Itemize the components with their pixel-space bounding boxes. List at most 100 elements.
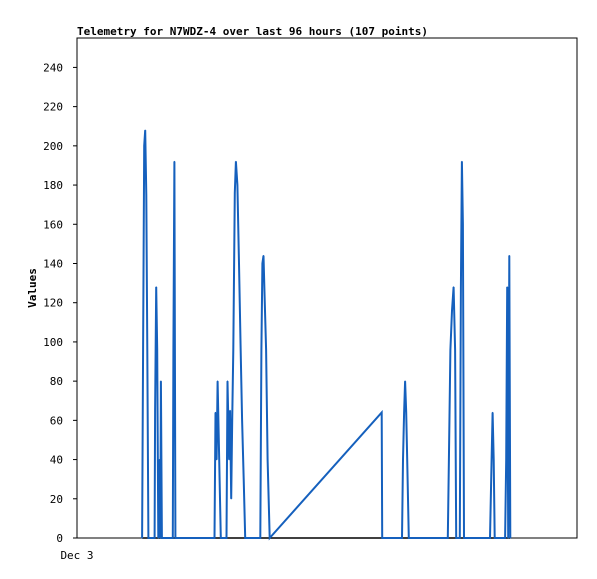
data-point xyxy=(235,160,237,163)
data-point xyxy=(173,160,175,163)
data-point xyxy=(158,459,160,461)
data-point xyxy=(263,292,266,294)
data-point xyxy=(403,411,405,414)
data-point xyxy=(161,537,163,539)
data-point xyxy=(506,286,508,288)
y-tick-label: 60 xyxy=(50,414,63,427)
data-point xyxy=(492,411,494,414)
data-point xyxy=(504,537,506,539)
data-point xyxy=(402,459,404,461)
data-point xyxy=(228,459,230,461)
data-point xyxy=(146,349,148,351)
data-point xyxy=(214,411,217,414)
data-point xyxy=(239,341,242,343)
y-tick-label: 120 xyxy=(43,297,63,310)
data-point xyxy=(461,160,463,163)
data-point xyxy=(381,411,383,414)
data-point xyxy=(453,286,455,288)
chart-title: Telemetry for N7WDZ-4 over last 96 hours… xyxy=(77,25,428,38)
data-point xyxy=(236,184,238,186)
series-line xyxy=(141,130,512,541)
data-point xyxy=(229,409,231,412)
data-point xyxy=(447,537,449,539)
data-point xyxy=(448,459,450,461)
y-axis: 0 20 40 60 80 100 120 140 160 180 200 220 240 xyxy=(43,61,77,545)
data-point xyxy=(507,537,509,539)
data-point xyxy=(154,409,156,412)
y-axis-label: Values xyxy=(26,268,39,308)
data-point xyxy=(265,349,267,351)
series-group xyxy=(141,129,512,541)
data-point xyxy=(455,537,457,539)
y-tick-label: 160 xyxy=(43,218,63,231)
data-point xyxy=(269,537,271,539)
data-point xyxy=(218,459,220,461)
data-point xyxy=(262,255,265,257)
y-tick-label: 200 xyxy=(43,140,63,153)
data-point xyxy=(238,262,240,265)
data-point xyxy=(172,349,174,351)
y-tick-label: 0 xyxy=(56,532,63,545)
data-point xyxy=(460,286,462,288)
data-point xyxy=(156,349,158,351)
data-point xyxy=(232,349,234,351)
data-point xyxy=(160,380,162,382)
data-point xyxy=(231,419,233,421)
data-point xyxy=(505,459,507,461)
data-point xyxy=(494,537,496,539)
plot-frame xyxy=(76,37,578,539)
data-point xyxy=(459,537,461,539)
data-point xyxy=(145,194,147,196)
data-point xyxy=(243,478,245,480)
data-point xyxy=(154,537,156,539)
data-point xyxy=(174,537,176,539)
data-point xyxy=(408,537,410,539)
data-point xyxy=(217,380,219,382)
data-point xyxy=(489,537,491,539)
y-tick-label: 80 xyxy=(50,375,63,388)
y-tick-label: 240 xyxy=(43,61,63,74)
y-tick-label: 180 xyxy=(43,179,63,192)
data-point xyxy=(508,255,510,257)
data-point xyxy=(493,459,495,461)
data-point xyxy=(241,419,243,421)
data-point xyxy=(454,349,456,351)
data-point xyxy=(404,380,406,382)
data-point xyxy=(142,347,144,349)
data-point xyxy=(451,309,453,312)
data-point xyxy=(267,459,269,461)
data-point xyxy=(449,349,451,351)
data-point xyxy=(141,537,143,539)
data-point xyxy=(244,537,246,539)
data-point xyxy=(143,145,145,147)
data-point xyxy=(225,537,228,539)
data-point xyxy=(401,537,403,539)
data-point xyxy=(159,537,161,539)
data-point xyxy=(405,411,407,414)
data-point xyxy=(261,262,263,265)
data-point xyxy=(157,537,159,539)
data-point xyxy=(260,349,262,351)
data-point xyxy=(509,537,511,539)
y-tick-label: 220 xyxy=(43,101,63,114)
y-tick-label: 100 xyxy=(43,336,63,349)
data-point xyxy=(491,459,493,461)
data-point xyxy=(226,380,229,382)
data-point xyxy=(155,286,157,288)
data-point xyxy=(144,129,146,131)
y-tick-label: 40 xyxy=(50,454,63,467)
x-axis: Dec 3 xyxy=(60,549,93,562)
data-point xyxy=(234,192,236,194)
x-tick-label: Dec 3 xyxy=(60,549,93,562)
data-point xyxy=(259,537,261,539)
data-point xyxy=(230,498,232,500)
data-point xyxy=(147,537,149,539)
y-tick-label: 20 xyxy=(50,493,63,506)
y-tick-label: 140 xyxy=(43,257,63,270)
data-point xyxy=(213,537,216,539)
data-point xyxy=(462,223,464,225)
data-point xyxy=(463,537,465,539)
data-point xyxy=(172,537,174,539)
data-point xyxy=(381,537,383,539)
